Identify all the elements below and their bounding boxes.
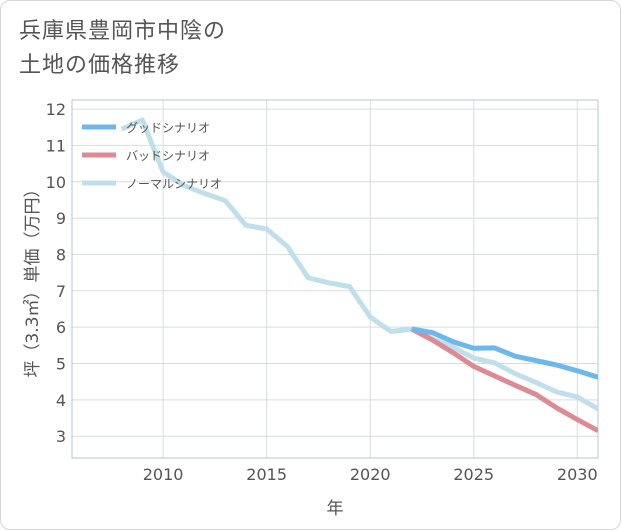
chart-title: 兵庫県豊岡市中陰の 土地の価格推移: [19, 15, 226, 83]
y-axis-label: 坪（3.3㎡）単価（万円）: [23, 180, 43, 377]
y-tick-label: 5: [56, 355, 66, 374]
y-tick-label: 12: [46, 100, 66, 119]
y-tick-label: 6: [56, 318, 66, 337]
y-tick-label: 8: [56, 245, 66, 264]
y-tick-label: 11: [46, 136, 66, 155]
x-tick-label: 2025: [453, 465, 494, 484]
y-tick-label: 3: [56, 427, 66, 446]
series-lines: [120, 117, 598, 433]
series-line-0: [411, 326, 598, 380]
y-tick-label: 4: [56, 391, 66, 410]
x-axis-label: 年: [327, 499, 344, 519]
x-tick-label: 2030: [557, 465, 598, 484]
x-tick-label: 2010: [143, 465, 184, 484]
x-tick-label: 2020: [350, 465, 391, 484]
grid-lines: [72, 100, 598, 458]
axis-ticks: 2010 2015 2020 2025 2030 3 4 5 6 7 8 9 10 11 12: [46, 100, 598, 484]
y-tick-label: 9: [56, 209, 66, 228]
legend-label-0[interactable]: グッドシナリオ: [126, 121, 210, 135]
legend-label-1[interactable]: バッドシナリオ: [126, 149, 210, 163]
series-line-1: [410, 326, 598, 433]
y-tick-label: 7: [56, 282, 66, 301]
legend-label-2[interactable]: ノーマルシナリオ: [126, 177, 222, 191]
plot-area: [71, 99, 599, 459]
x-tick-label: 2015: [246, 465, 287, 484]
chart-title-line1: 兵庫県豊岡市中陰の: [19, 19, 227, 44]
y-tick-label: 10: [46, 173, 66, 192]
chart-title-line2: 土地の価格推移: [19, 53, 181, 78]
series-line-2: [120, 117, 598, 412]
